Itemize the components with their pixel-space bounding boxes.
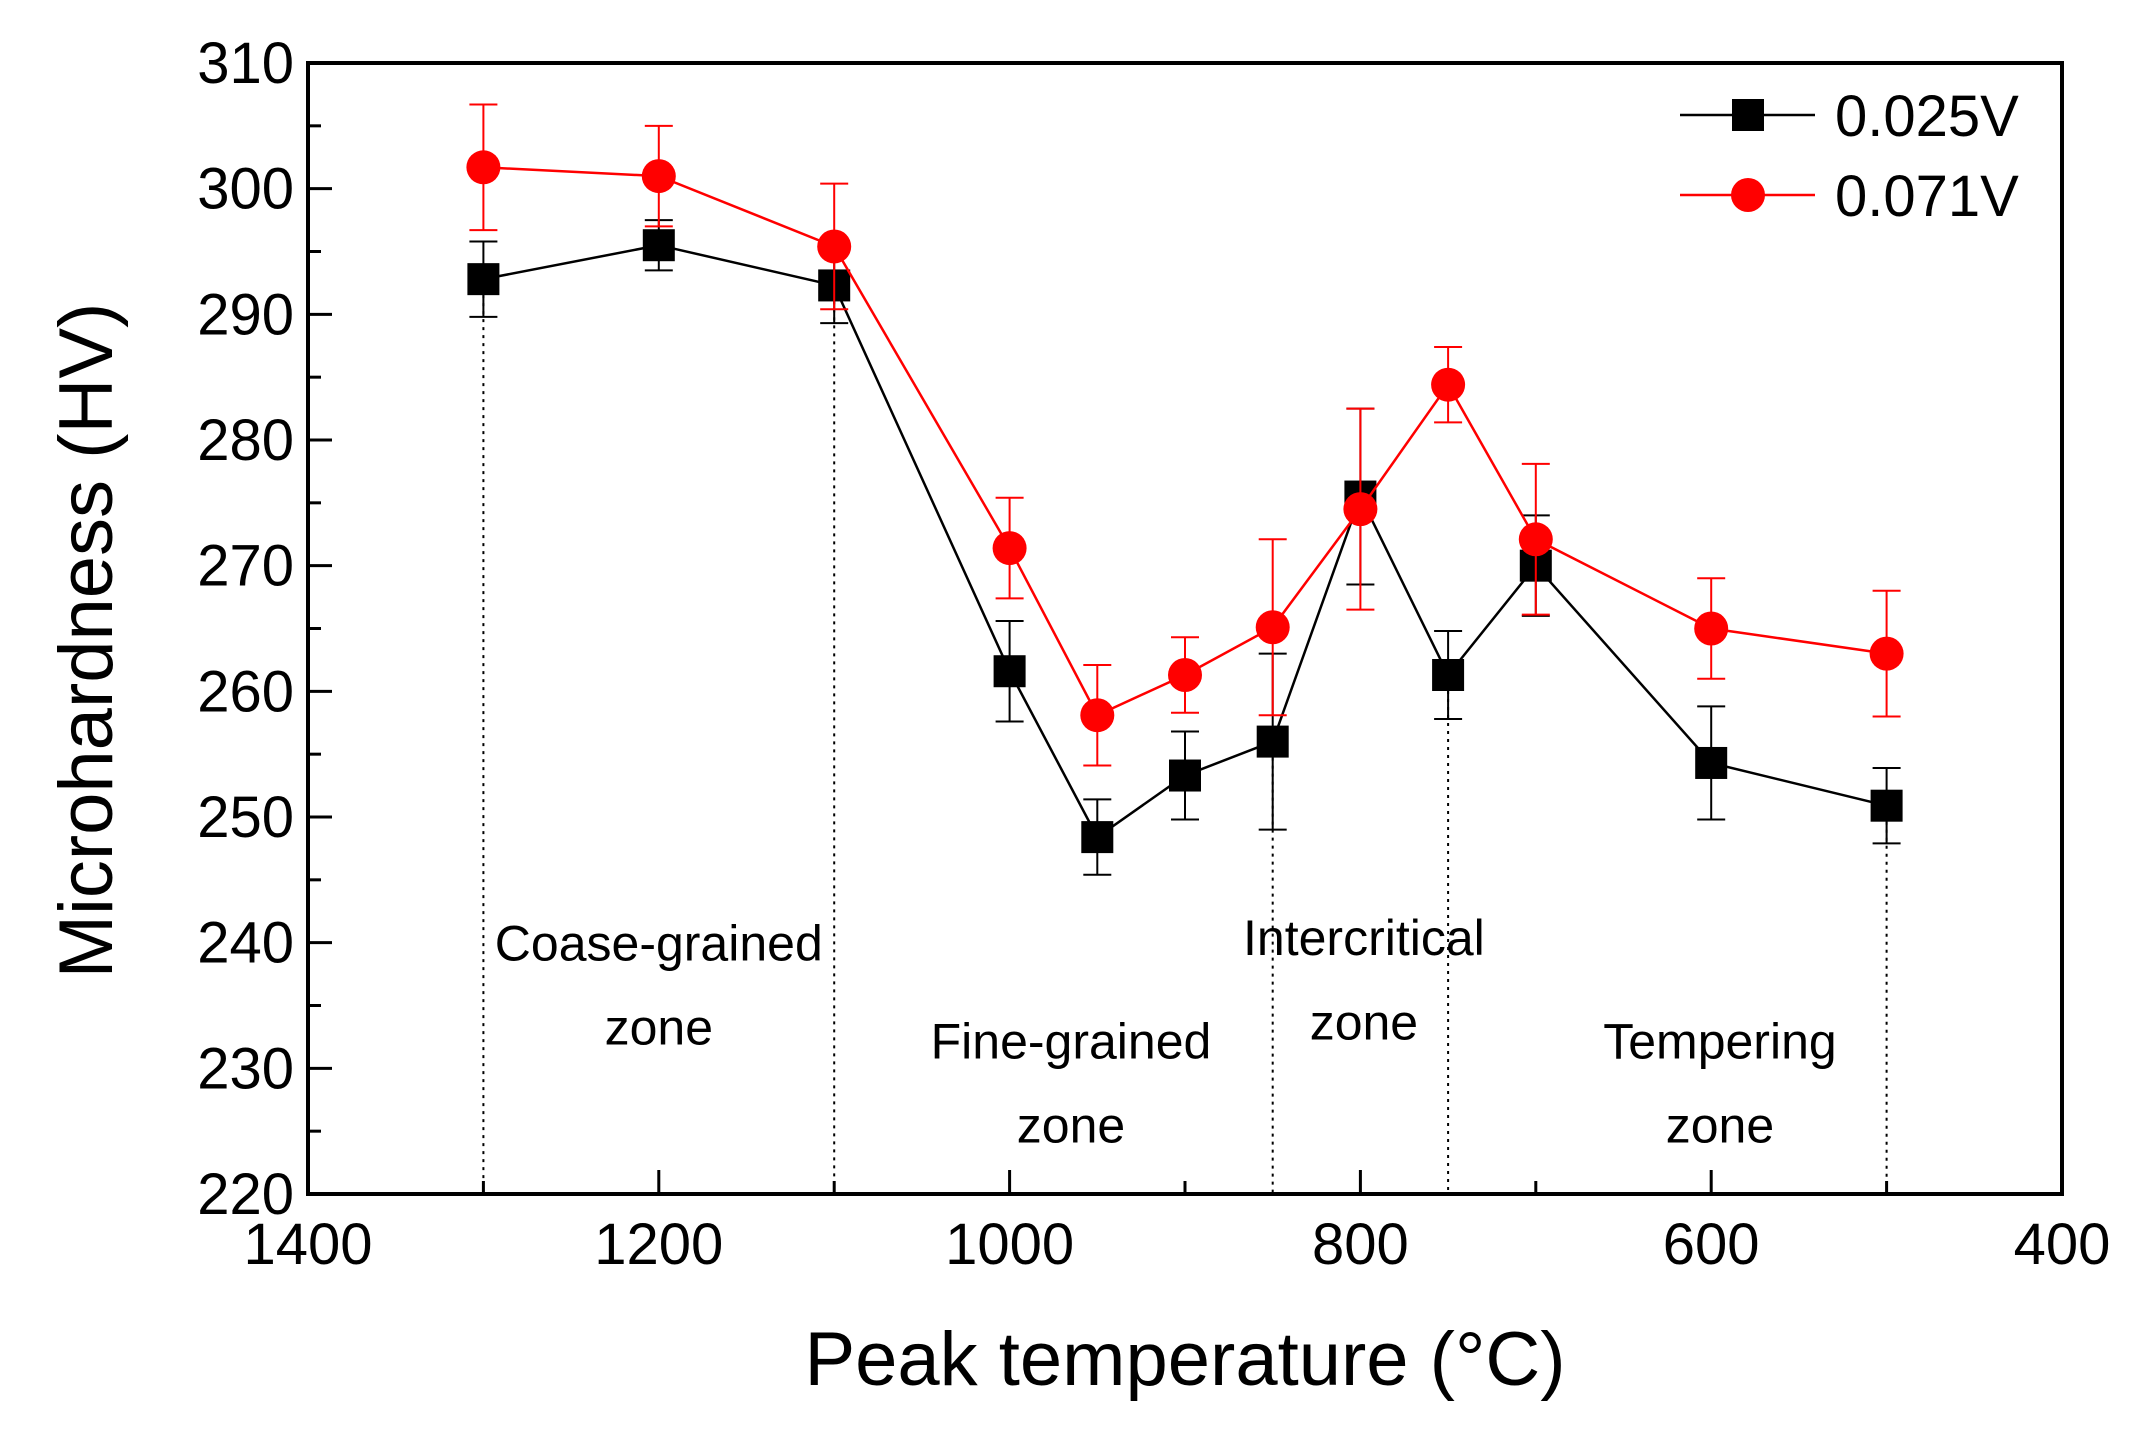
legend-marker-circle bbox=[1731, 178, 1765, 212]
data-point-circle bbox=[1343, 492, 1378, 527]
data-point-square bbox=[993, 655, 1026, 688]
series-line bbox=[483, 166, 1887, 717]
x-tick-label: 600 bbox=[1663, 1212, 1760, 1277]
data-point-circle bbox=[992, 531, 1027, 566]
x-tick-label: 1000 bbox=[945, 1212, 1074, 1277]
data-point-square bbox=[1432, 658, 1465, 691]
series-line bbox=[483, 243, 1887, 839]
y-tick-label: 250 bbox=[197, 785, 294, 850]
zone-labels: Coase-grained zone Fine-grained zone Intercr… bbox=[495, 910, 1837, 1153]
zone-label: Coase-grained bbox=[495, 915, 823, 971]
y-tick-label: 280 bbox=[197, 408, 294, 473]
data-point-circle bbox=[1431, 367, 1466, 402]
x-tick-label: 800 bbox=[1312, 1212, 1409, 1277]
data-point-circle bbox=[1080, 698, 1115, 733]
legend-item: 0.071V bbox=[1680, 164, 2019, 229]
data-point-square bbox=[642, 229, 675, 262]
x-tick-label: 1200 bbox=[594, 1212, 723, 1277]
data-point-circle bbox=[1168, 657, 1202, 692]
data-point-square bbox=[1870, 789, 1903, 822]
legend-item: 0.025V bbox=[1680, 84, 2019, 149]
data-point-circle bbox=[817, 229, 852, 264]
data-point-square bbox=[467, 263, 500, 296]
x-tick-label: 1400 bbox=[243, 1212, 372, 1277]
legend: 0.025V 0.071V bbox=[1680, 84, 2019, 229]
data-point-square bbox=[1081, 821, 1114, 854]
data-point-circle bbox=[641, 159, 676, 194]
y-axis-title: Microhardness (HV) bbox=[44, 303, 129, 979]
y-tick-label: 270 bbox=[197, 534, 294, 599]
y-tick-label: 220 bbox=[197, 1162, 294, 1227]
data-point-circle bbox=[1518, 522, 1553, 557]
y-tick-label: 290 bbox=[197, 282, 294, 347]
zone-dividers bbox=[482, 279, 1888, 1194]
zone-label: Intercritical bbox=[1243, 910, 1485, 966]
series-layer bbox=[466, 103, 1904, 876]
data-point-circle bbox=[466, 150, 501, 185]
series-2 bbox=[466, 103, 1904, 767]
zone-label: zone bbox=[1017, 1097, 1125, 1153]
data-point-circle bbox=[1694, 611, 1729, 646]
zone-label: zone bbox=[1666, 1097, 1774, 1153]
data-point-circle bbox=[1869, 636, 1904, 671]
y-tick-label: 260 bbox=[197, 659, 294, 724]
y-tick-label: 310 bbox=[197, 31, 294, 96]
y-tick-label: 230 bbox=[197, 1036, 294, 1101]
legend-label: 0.025V bbox=[1835, 84, 2019, 149]
x-tick-label: 400 bbox=[2014, 1212, 2111, 1277]
zone-label: Fine-grained bbox=[931, 1013, 1212, 1069]
legend-marker-square bbox=[1732, 99, 1764, 131]
series-1 bbox=[467, 219, 1903, 876]
data-point-square bbox=[1256, 725, 1289, 758]
x-axis-title: Peak temperature (°C) bbox=[804, 1317, 1565, 1402]
zone-label: Tempering bbox=[1603, 1013, 1836, 1069]
data-point-square bbox=[1695, 746, 1728, 779]
zone-label: zone bbox=[605, 999, 713, 1055]
y-tick-label: 300 bbox=[197, 157, 294, 222]
legend-label: 0.071V bbox=[1835, 164, 2019, 229]
y-tick-label: 240 bbox=[197, 911, 294, 976]
data-point-circle bbox=[1255, 610, 1290, 645]
axes: 1400 1200 1000 800 600 400 220 230 240 250 260 270 2… bbox=[197, 31, 2110, 1277]
zone-label: zone bbox=[1310, 994, 1418, 1050]
data-point-square bbox=[1169, 759, 1201, 792]
